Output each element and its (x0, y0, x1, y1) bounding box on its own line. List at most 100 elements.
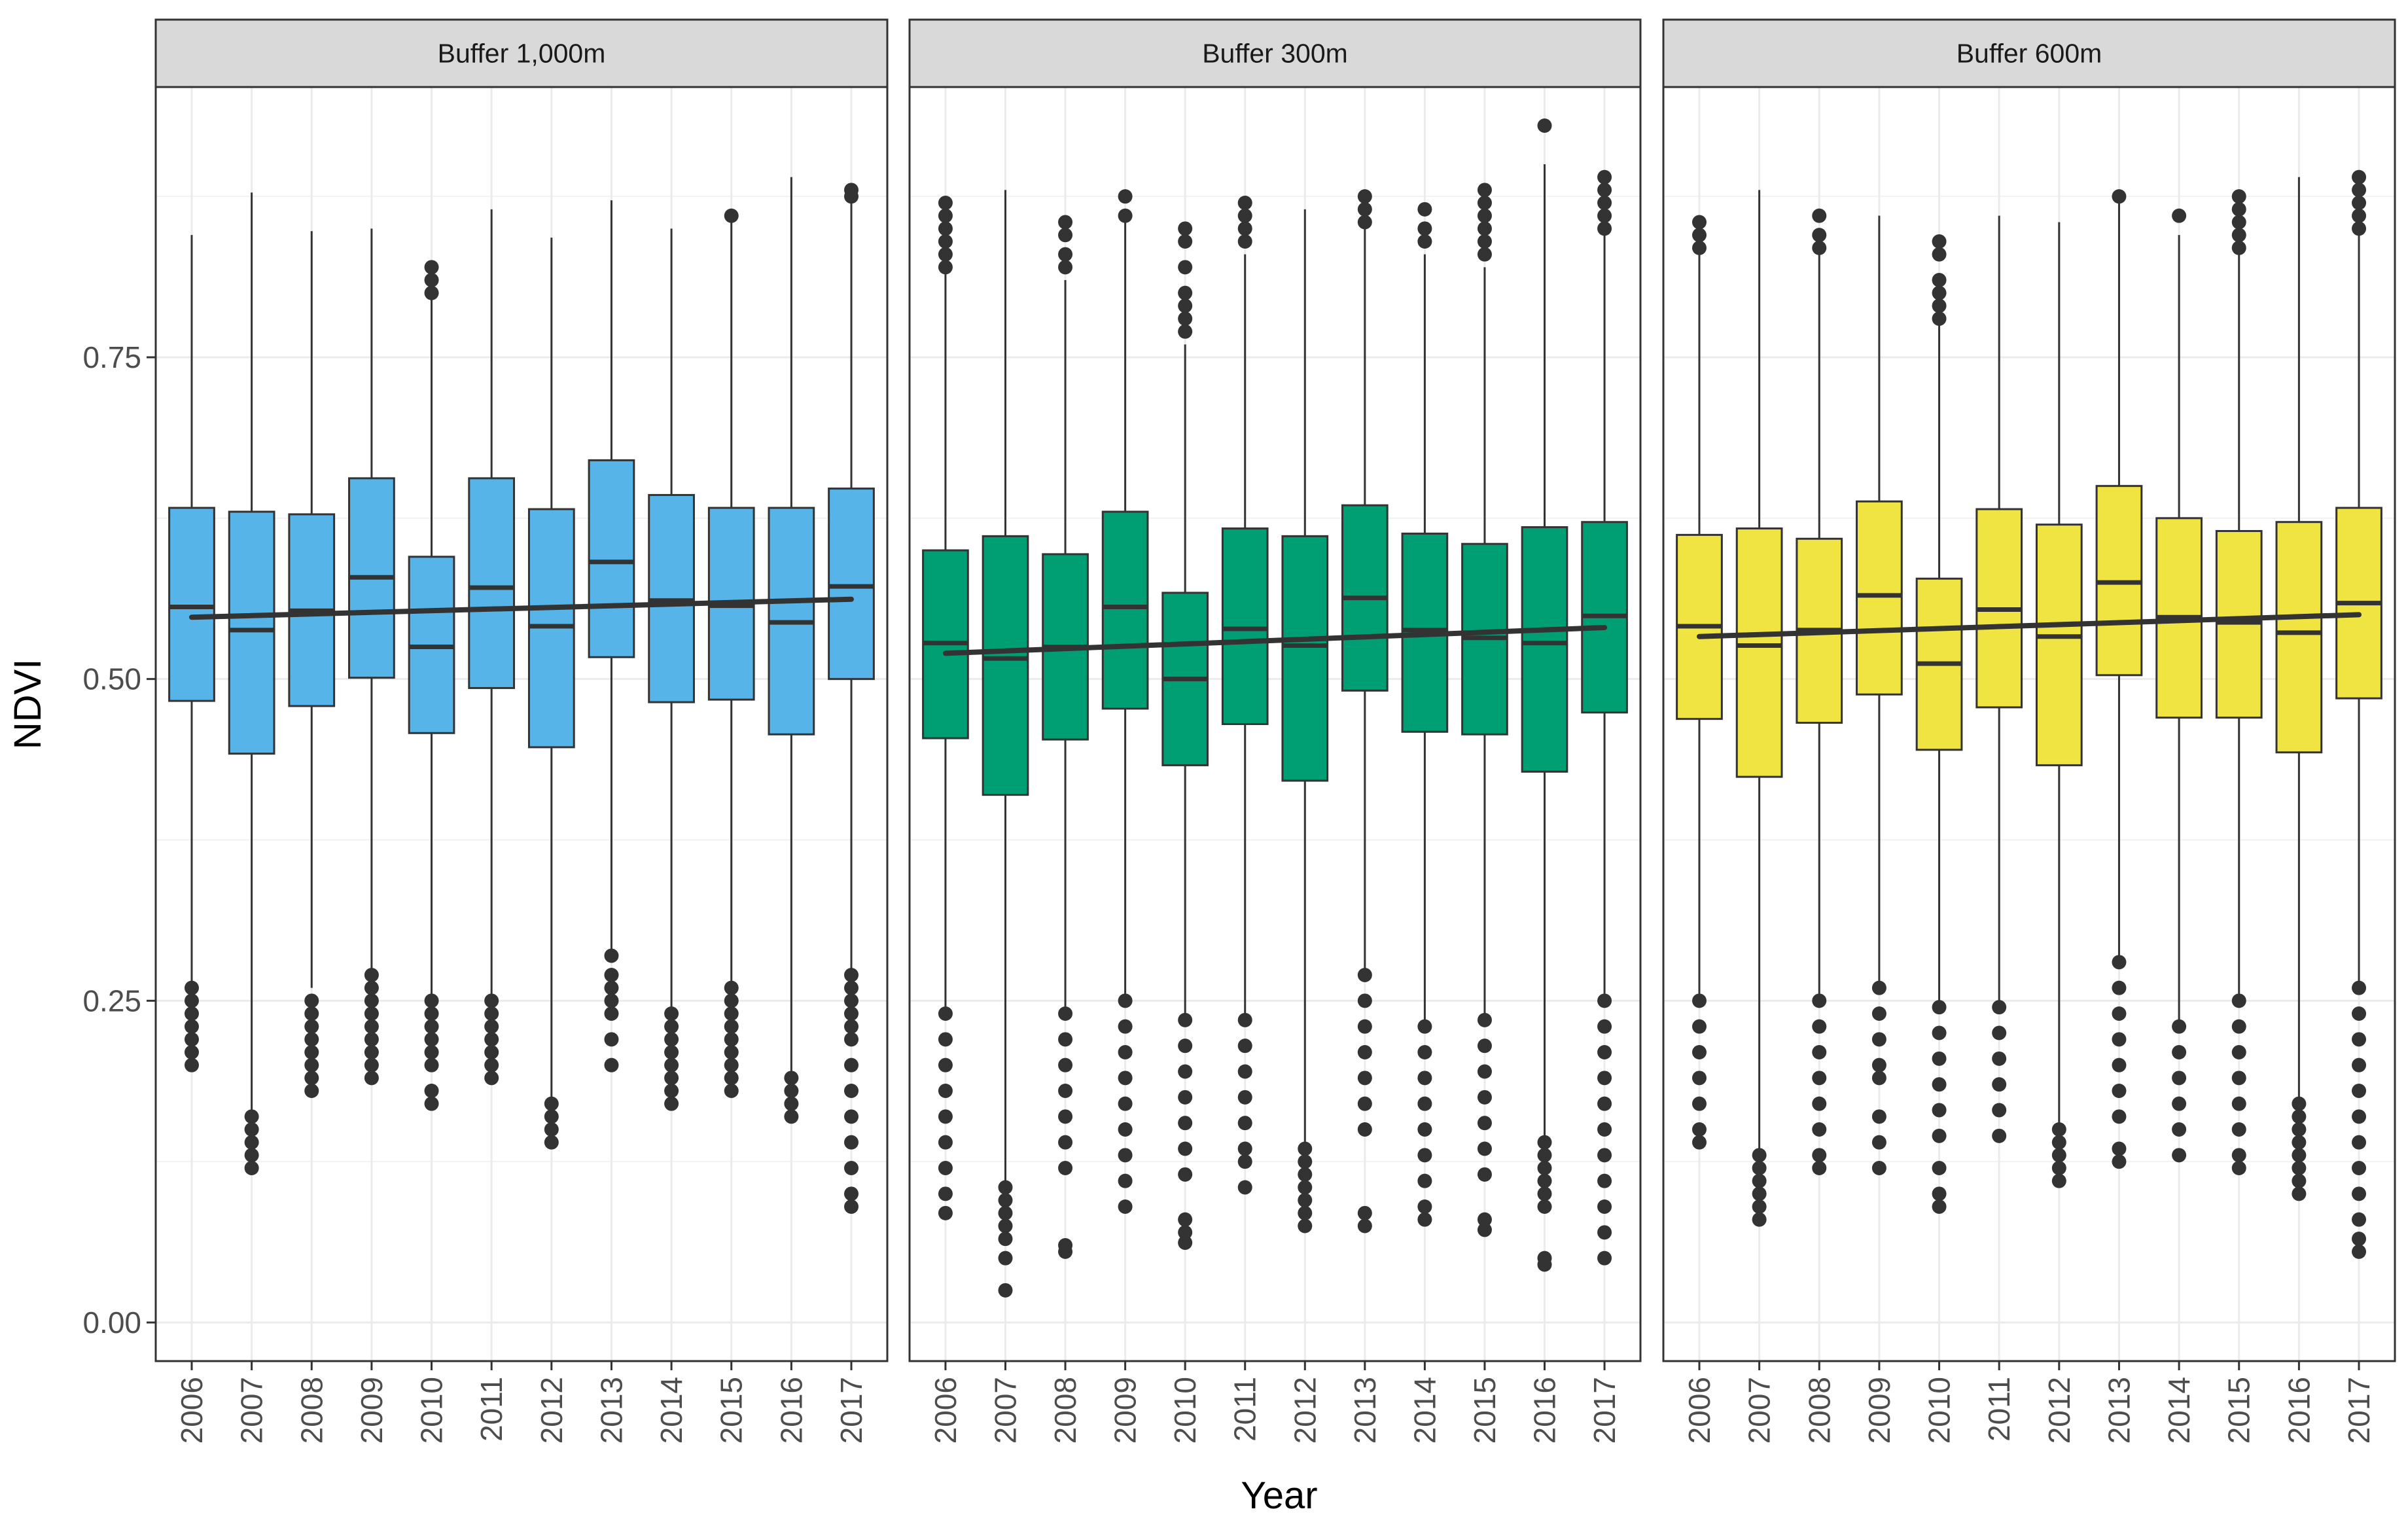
outlier-point (2172, 208, 2187, 223)
box-2011 (468, 209, 516, 1086)
outlier-point (604, 993, 619, 1008)
outlier-point (1118, 208, 1133, 223)
outlier-point (2352, 1006, 2367, 1021)
outlier-point (2172, 1045, 2187, 1059)
x-tick-label: 2011 (474, 1377, 508, 1442)
outlier-point (724, 1032, 739, 1047)
outlier-point (2352, 1186, 2367, 1201)
panel-2: Buffer 300m 2006 2007 2008 2009 2010 2011 2012 2… (908, 18, 1642, 1444)
outlier-point (1932, 285, 1947, 300)
outlier-point (724, 1071, 739, 1086)
outlier-point (1871, 1161, 1886, 1175)
outlier-point (1417, 1199, 1432, 1214)
outlier-point (304, 1084, 319, 1098)
outlier-point (1237, 1180, 1252, 1195)
outlier-point (1992, 1000, 2007, 1015)
outlier-point (1932, 273, 1947, 287)
outlier-point (2352, 208, 2367, 223)
outlier-point (998, 1205, 1013, 1220)
outlier-point (1691, 215, 1707, 230)
outlier-point (1871, 1032, 1886, 1047)
facet-panels: Buffer 1,000m 2006 2007 2008 2009 2010 2011 201… (154, 18, 2396, 1444)
outlier-point (1417, 1122, 1432, 1137)
outlier-point (1932, 234, 1947, 249)
outlier-point (724, 208, 739, 223)
outlier-point (1058, 1057, 1073, 1073)
outlier-point (1417, 1212, 1432, 1227)
outlier-point (998, 1193, 1013, 1208)
outlier-point (938, 196, 953, 210)
x-tick-label: 2014 (2162, 1377, 2196, 1444)
outlier-point (1597, 169, 1612, 185)
outlier-point (2352, 1161, 2367, 1175)
outlier-point (844, 189, 859, 204)
box-iqr (1521, 526, 1568, 773)
outlier-point (2292, 1096, 2307, 1111)
outlier-point (1058, 247, 1073, 262)
outlier-point (1597, 1225, 1612, 1240)
x-tick-label: 2010 (415, 1377, 449, 1444)
outlier-point (998, 1251, 1013, 1266)
box-2015 (1461, 183, 1508, 1237)
outlier-point (1932, 1128, 1947, 1143)
outlier-point (1477, 1212, 1492, 1227)
outlier-point (1058, 1161, 1073, 1175)
outlier-point (1597, 1071, 1612, 1086)
outlier-point (2172, 1096, 2187, 1111)
box-2017 (828, 183, 875, 1214)
x-tick-label: 2017 (1587, 1377, 1621, 1444)
outlier-point (184, 980, 199, 995)
outlier-point (364, 1057, 379, 1073)
outlier-point (2352, 1084, 2367, 1098)
box-iqr (588, 459, 635, 658)
y-tick-label: 0.50 (82, 662, 141, 696)
outlier-point (1597, 1019, 1612, 1034)
outlier-point (1477, 1167, 1492, 1182)
outlier-point (1118, 189, 1133, 204)
box-iqr (2275, 521, 2323, 754)
outlier-point (1357, 1218, 1372, 1233)
box-2014 (648, 228, 695, 1111)
x-tick-label: 2007 (235, 1377, 269, 1444)
outlier-point (2352, 1244, 2367, 1259)
trend-line (1696, 612, 2362, 639)
outlier-point (1237, 1154, 1252, 1169)
outlier-point (364, 1019, 379, 1034)
outlier-point (1812, 1096, 1827, 1111)
outlier-point (1691, 1045, 1707, 1059)
outlier-point (844, 993, 859, 1008)
outlier-point (844, 1135, 859, 1150)
outlier-point (1178, 1012, 1193, 1027)
outlier-point (1237, 1116, 1252, 1131)
outlier-point (2352, 183, 2367, 198)
box-2011 (1975, 215, 2023, 1143)
outlier-point (1691, 1122, 1707, 1137)
outlier-point (484, 993, 499, 1008)
outlier-point (1812, 1019, 1827, 1034)
outlier-point (1058, 215, 1073, 230)
outlier-point (664, 1019, 679, 1034)
outlier-point (1118, 1173, 1133, 1188)
outlier-point (1871, 1006, 1886, 1021)
outlier-point (784, 1109, 799, 1124)
outlier-point (2292, 1135, 2307, 1150)
outlier-point (1237, 221, 1252, 236)
outlier-point (1812, 1122, 1827, 1137)
outlier-point (844, 1006, 859, 1021)
x-tick-label: 2015 (1468, 1377, 1502, 1444)
outlier-point (2231, 1122, 2246, 1137)
outlier-point (938, 1057, 953, 1073)
outlier-point (1477, 208, 1492, 223)
outlier-point (2112, 980, 2127, 995)
box-2012 (527, 238, 575, 1150)
x-tick-label: 2015 (715, 1377, 749, 1444)
x-tick-label: 2012 (2042, 1377, 2076, 1444)
outlier-point (1992, 1025, 2007, 1040)
outlier-point (2112, 1057, 2127, 1073)
outlier-point (2231, 1161, 2246, 1175)
outlier-point (2352, 1232, 2367, 1247)
outlier-point (1058, 1032, 1073, 1047)
outlier-point (2051, 1161, 2066, 1175)
outlier-point (1118, 1071, 1133, 1086)
box-2016 (1521, 118, 1568, 1272)
